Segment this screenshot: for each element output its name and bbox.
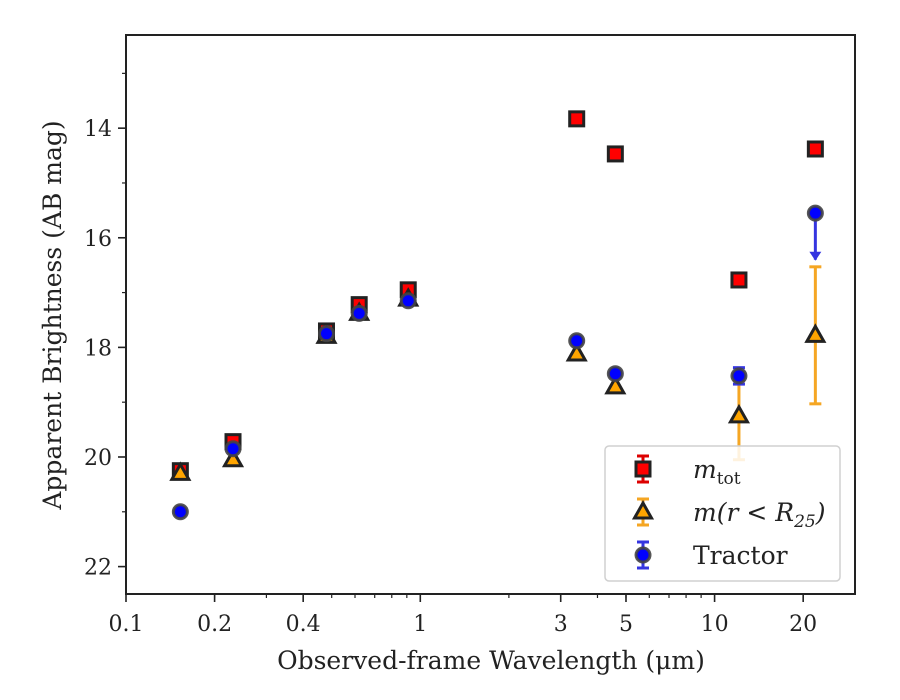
data-point <box>565 341 588 362</box>
legend-label: m(r < R25) <box>693 498 825 532</box>
data-point <box>350 304 368 322</box>
x-tick-label: 20 <box>789 612 817 637</box>
legend-entry: Tractor <box>634 540 788 570</box>
data-point <box>806 140 824 158</box>
x-axis-title: Observed-frame Wavelength (μm) <box>277 646 705 675</box>
data-point <box>727 403 751 424</box>
data-point <box>224 440 242 458</box>
upper-limit-arrow <box>809 251 822 261</box>
data-point <box>730 271 748 289</box>
x-tick-label: 1 <box>413 612 427 637</box>
legend-marker <box>634 546 652 564</box>
legend-box <box>604 445 841 582</box>
y-axis-title: Apparent Brightness (AB mag) <box>38 120 67 510</box>
y-tick-label: 14 <box>84 117 112 142</box>
series-square <box>171 110 824 480</box>
y-axis: 14 16 18 20 22 <box>84 72 126 581</box>
data-point <box>568 332 586 350</box>
legend-label: mtot <box>693 455 741 489</box>
y-tick-label: 22 <box>84 556 112 581</box>
data-point <box>171 503 189 521</box>
x-tick-label: 0.2 <box>197 612 232 637</box>
x-tick-label: 10 <box>701 612 729 637</box>
y-tick-label: 20 <box>84 446 112 471</box>
legend: mtot m(r < R25) Tractor <box>604 445 841 582</box>
legend-marker <box>634 460 652 478</box>
data-point <box>730 367 748 385</box>
series-circle <box>171 204 824 521</box>
data-point <box>568 110 586 128</box>
series-layer <box>169 110 827 521</box>
y-tick-label: 16 <box>84 227 112 252</box>
data-point <box>169 461 192 481</box>
data-point <box>604 374 627 395</box>
x-tick-label: 0.4 <box>286 612 321 637</box>
legend-entry: m(r < R25) <box>631 497 825 532</box>
data-point <box>317 325 335 343</box>
data-point <box>804 323 827 343</box>
plot-border <box>125 34 856 595</box>
legend-entry: mtot <box>634 454 741 489</box>
plot-frame <box>125 34 856 595</box>
x-tick-label: 0.1 <box>109 612 144 637</box>
data-point <box>221 447 245 468</box>
x-axis: 0.1 0.2 0.4 1 3 5 10 20 <box>109 594 817 637</box>
data-point <box>606 145 624 163</box>
x-tick-label: 3 <box>554 612 568 637</box>
data-point <box>606 365 624 383</box>
data-point <box>806 204 824 222</box>
legend-label: Tractor <box>693 541 788 570</box>
legend-marker <box>631 499 655 520</box>
y-tick-label: 18 <box>84 336 112 361</box>
x-tick-label: 5 <box>619 612 633 637</box>
data-point <box>399 292 417 310</box>
